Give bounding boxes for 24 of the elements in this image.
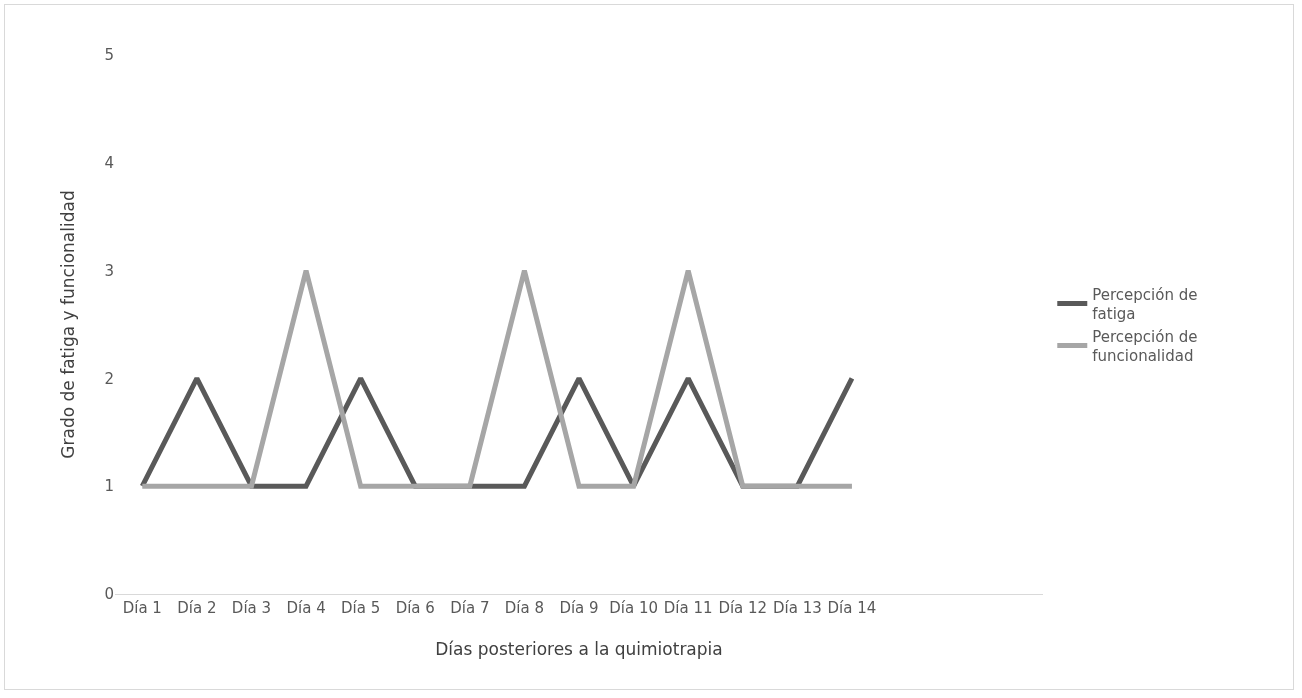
x-tick-label: Día 13 xyxy=(772,599,822,617)
y-tick-label: 2 xyxy=(104,369,114,388)
x-tick-label: Día 4 xyxy=(286,599,326,617)
x-tick-label: Día 2 xyxy=(177,599,217,617)
y-tick-label: 3 xyxy=(104,261,114,280)
y-tick-label: 5 xyxy=(104,46,114,65)
x-tick-label: Día 8 xyxy=(504,599,545,617)
x-tick-label: Día 10 xyxy=(609,599,658,617)
y-tick-label: 4 xyxy=(104,154,114,173)
x-tick-label: Día 1 xyxy=(122,599,162,617)
x-tick-label: Día 12 xyxy=(718,599,768,617)
x-tick-label: Día 14 xyxy=(827,599,877,617)
x-tick-label: Día 11 xyxy=(663,599,713,617)
x-tick-label: Día 5 xyxy=(341,599,381,617)
x-tick-label: Día 6 xyxy=(395,599,435,617)
y-axis-title: Grado de fatiga y funcionalidad xyxy=(58,190,78,459)
y-tick-label: 1 xyxy=(104,477,114,496)
y-tick-label: 0 xyxy=(104,585,114,604)
x-axis-title: Días posteriores a la quimiotrapia xyxy=(435,639,723,659)
legend-label: Percepción de fatiga xyxy=(1092,285,1198,324)
x-tick-label: Día 9 xyxy=(559,599,599,617)
legend-label: Percepción de funcionalidad xyxy=(1092,327,1198,366)
x-tick-label: Día 7 xyxy=(450,599,490,617)
x-tick-label: Día 3 xyxy=(231,599,272,617)
